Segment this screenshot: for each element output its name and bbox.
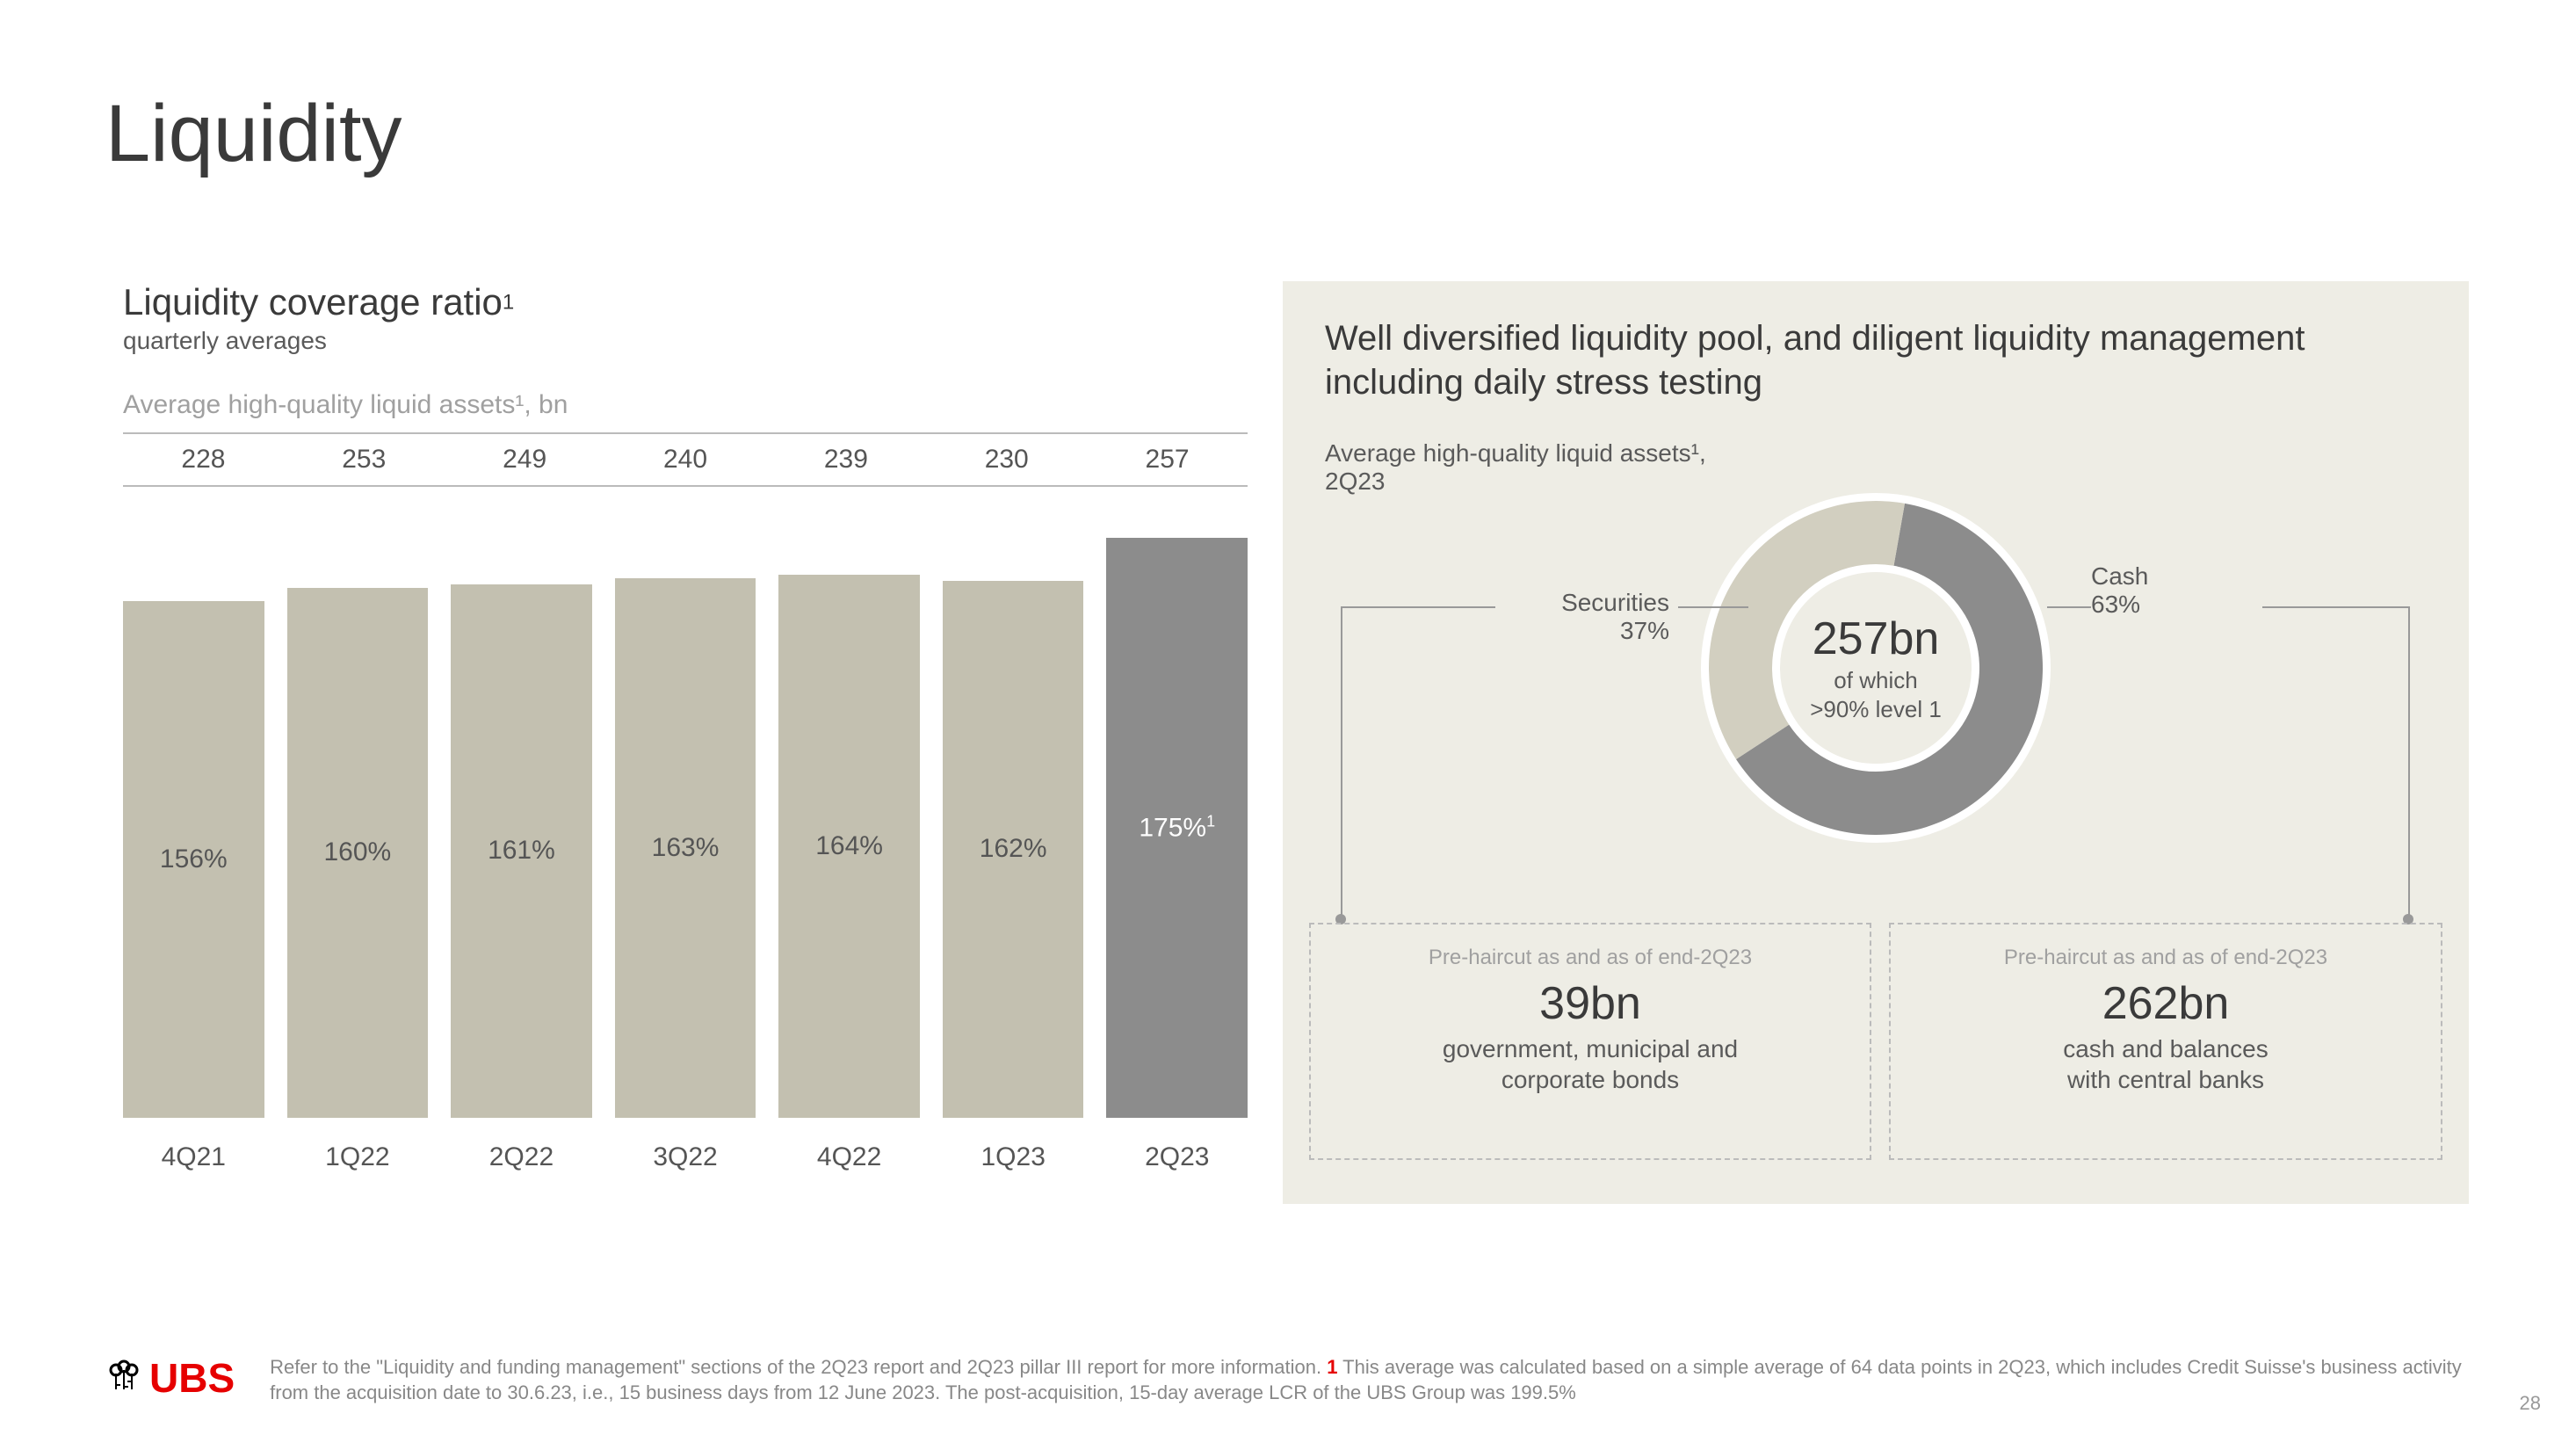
right-sub-l2: 2Q23 (1325, 468, 1386, 495)
detail-left-desc-l2: corporate bonds (1501, 1066, 1679, 1093)
bar-quarter-label: 1Q23 (980, 1142, 1045, 1172)
bar-quarter-label: 2Q22 (489, 1142, 554, 1172)
callout-cash: Cash 63% (2091, 562, 2267, 619)
footnote-p1: Refer to the "Liquidity and funding mana… (270, 1356, 1327, 1378)
donut-chart: 257bn of which >90% level 1 (1691, 483, 2060, 852)
bar-column: 175%1 2Q23 (1106, 538, 1248, 1172)
callout-line-left-h (1678, 606, 1748, 608)
bar-column: 164% 4Q22 (778, 575, 920, 1172)
ubs-keys-icon (105, 1359, 142, 1396)
bar: 160% (287, 588, 429, 1118)
bar: 163% (615, 578, 756, 1118)
callout-securities: Securities 37% (1494, 589, 1669, 645)
bar: 161% (451, 584, 592, 1118)
bar-column: 160% 1Q22 (287, 588, 429, 1172)
donut-center-l2: >90% level 1 (1810, 696, 1942, 723)
bar-value-label: 156% (160, 845, 228, 874)
asset-cell: 239 (765, 434, 926, 485)
donut-center: 257bn of which >90% level 1 (1810, 613, 1942, 723)
donut-center-l1: of which (1810, 667, 1942, 694)
bar: 156% (123, 601, 264, 1118)
callout-line-right-v (2408, 606, 2410, 919)
bar-label-sup: 1 (1206, 813, 1215, 830)
callout-cash-l1: Cash (2091, 562, 2267, 591)
bar-chart: 156% 4Q21 160% 1Q22 161% 2Q22 163% 3Q22 164% 4Q22… (123, 540, 1248, 1172)
asset-values-row: 228253249240239230257 (123, 432, 1248, 487)
detail-right-desc-l2: with central banks (2067, 1066, 2264, 1093)
bar: 162% (943, 581, 1084, 1118)
bar-quarter-label: 3Q22 (653, 1142, 717, 1172)
bar-value-label: 163% (652, 833, 720, 863)
bar-quarter-label: 1Q22 (325, 1142, 389, 1172)
asset-cell: 228 (123, 434, 284, 485)
callout-line-right-h (2047, 606, 2091, 608)
ubs-logo: UBS (105, 1354, 235, 1402)
bar-quarter-label: 4Q22 (817, 1142, 881, 1172)
callout-line-left-h2 (1341, 606, 1495, 608)
lcr-subtitle: quarterly averages (123, 327, 1248, 355)
detail-right-big: 262bn (1908, 977, 2423, 1030)
lcr-assets-label: Average high-quality liquid assets¹, bn (123, 390, 1248, 420)
right-panel: Well diversified liquidity pool, and dil… (1283, 281, 2469, 1204)
callout-securities-l1: Securities (1494, 589, 1669, 617)
asset-cell: 230 (926, 434, 1087, 485)
left-panel: Liquidity coverage ratio1 quarterly aver… (123, 281, 1248, 1172)
bar-quarter-label: 4Q21 (162, 1142, 226, 1172)
bar-column: 156% 4Q21 (123, 601, 264, 1172)
bar-value-label: 160% (323, 837, 391, 867)
asset-cell: 240 (605, 434, 766, 485)
asset-cell: 249 (445, 434, 605, 485)
detail-right-desc-l1: cash and balances (2063, 1035, 2268, 1062)
right-sub-l1: Average high-quality liquid assets¹, (1325, 439, 1706, 467)
lcr-title-row: Liquidity coverage ratio1 (123, 281, 1248, 323)
detail-left-desc-l1: government, municipal and (1443, 1035, 1738, 1062)
bar-value-label: 175%1 (1139, 813, 1215, 844)
footer: UBS Refer to the "Liquidity and funding … (105, 1354, 2523, 1406)
detail-box-securities: Pre-haircut as and as of end-2Q23 39bn g… (1309, 923, 1871, 1160)
callout-cash-l2: 63% (2091, 591, 2267, 619)
bar: 175%1 (1106, 538, 1248, 1118)
bar-quarter-label: 2Q23 (1145, 1142, 1209, 1172)
detail-left-big: 39bn (1328, 977, 1852, 1030)
bar: 164% (778, 575, 920, 1118)
callout-line-right-h2 (2262, 606, 2410, 608)
detail-right-pre: Pre-haircut as and as of end-2Q23 (1908, 946, 2423, 970)
lcr-title: Liquidity coverage ratio (123, 281, 503, 323)
bar-value-label: 164% (815, 831, 883, 861)
bar-column: 163% 3Q22 (615, 578, 756, 1172)
detail-right-desc: cash and balances with central banks (1908, 1033, 2423, 1095)
bar-value-label: 162% (980, 834, 1047, 864)
callout-securities-l2: 37% (1494, 617, 1669, 645)
detail-left-desc: government, municipal and corporate bond… (1328, 1033, 1852, 1095)
right-headline: Well diversified liquidity pool, and dil… (1325, 316, 2427, 404)
detail-left-pre: Pre-haircut as and as of end-2Q23 (1328, 946, 1852, 970)
asset-cell: 253 (284, 434, 445, 485)
ubs-logo-text: UBS (149, 1354, 235, 1402)
donut-center-big: 257bn (1810, 613, 1942, 665)
asset-cell: 257 (1087, 434, 1248, 485)
callout-line-left-v (1341, 606, 1342, 919)
lcr-title-sup: 1 (503, 291, 514, 315)
bar-value-label: 161% (488, 836, 555, 866)
bar-column: 161% 2Q22 (451, 584, 592, 1172)
footnote-marker: 1 (1327, 1356, 1337, 1378)
footnote: Refer to the "Liquidity and funding mana… (270, 1354, 2466, 1406)
detail-box-cash: Pre-haircut as and as of end-2Q23 262bn … (1889, 923, 2442, 1160)
bar-column: 162% 1Q23 (943, 581, 1084, 1172)
slide-title: Liquidity (105, 88, 402, 180)
page-number: 28 (2520, 1392, 2541, 1415)
